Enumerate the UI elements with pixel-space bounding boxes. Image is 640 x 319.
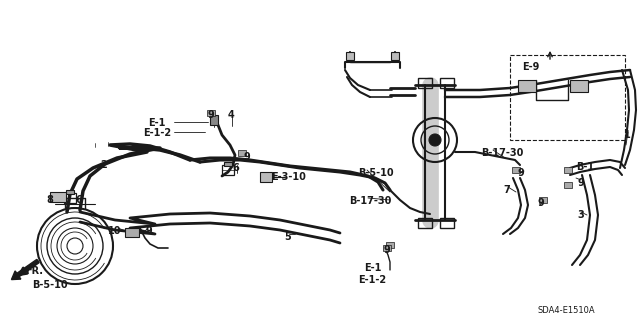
Bar <box>570 80 588 92</box>
Text: 4: 4 <box>228 110 235 120</box>
Bar <box>210 115 218 125</box>
Text: 10: 10 <box>108 226 122 236</box>
Bar <box>510 55 625 140</box>
Text: 9: 9 <box>518 168 525 178</box>
Bar <box>238 150 246 156</box>
Text: 9: 9 <box>208 110 215 120</box>
Text: 9: 9 <box>383 245 390 255</box>
Text: E-1-2: E-1-2 <box>143 128 171 138</box>
Text: E-3-10: E-3-10 <box>271 172 306 182</box>
Text: 3: 3 <box>577 210 584 220</box>
Text: 1: 1 <box>624 130 631 140</box>
Text: 8: 8 <box>46 195 53 205</box>
Bar <box>66 190 74 194</box>
Bar <box>260 172 272 182</box>
Text: B-1: B-1 <box>576 162 594 172</box>
Bar <box>207 110 215 116</box>
Bar <box>539 197 547 203</box>
Text: 5: 5 <box>284 232 291 242</box>
Text: B-17-30: B-17-30 <box>349 196 392 206</box>
Text: 6: 6 <box>232 163 239 173</box>
Bar <box>418 78 432 88</box>
Bar <box>391 52 399 60</box>
Text: 9: 9 <box>538 198 545 208</box>
Bar <box>440 218 454 228</box>
Text: B-5-10: B-5-10 <box>358 168 394 178</box>
Text: 9: 9 <box>244 152 251 162</box>
Text: E-9: E-9 <box>522 62 540 72</box>
Bar <box>564 167 572 173</box>
Text: SDA4-E1510A: SDA4-E1510A <box>538 306 596 315</box>
Text: FR.: FR. <box>25 266 43 276</box>
Text: E-1: E-1 <box>148 118 165 128</box>
Text: 2: 2 <box>100 160 107 170</box>
Text: 9: 9 <box>145 226 152 236</box>
Text: E-1: E-1 <box>364 263 381 273</box>
Bar <box>383 245 391 251</box>
Text: 7: 7 <box>503 185 509 195</box>
Bar <box>564 182 572 188</box>
Bar <box>64 193 76 203</box>
FancyArrow shape <box>12 259 39 279</box>
Bar <box>346 52 354 60</box>
Bar <box>50 192 66 202</box>
Text: B-17-30: B-17-30 <box>481 148 524 158</box>
Bar <box>440 78 454 88</box>
Bar <box>125 228 139 237</box>
Text: 6: 6 <box>75 195 82 205</box>
Text: 9: 9 <box>577 178 584 188</box>
Bar <box>386 242 394 248</box>
Bar <box>518 80 536 92</box>
Bar <box>224 162 232 166</box>
Bar <box>222 165 234 175</box>
Circle shape <box>429 134 441 146</box>
Text: B-5-10: B-5-10 <box>32 280 68 290</box>
Bar <box>418 218 432 228</box>
Text: E-1-2: E-1-2 <box>358 275 386 285</box>
Bar <box>512 167 520 173</box>
